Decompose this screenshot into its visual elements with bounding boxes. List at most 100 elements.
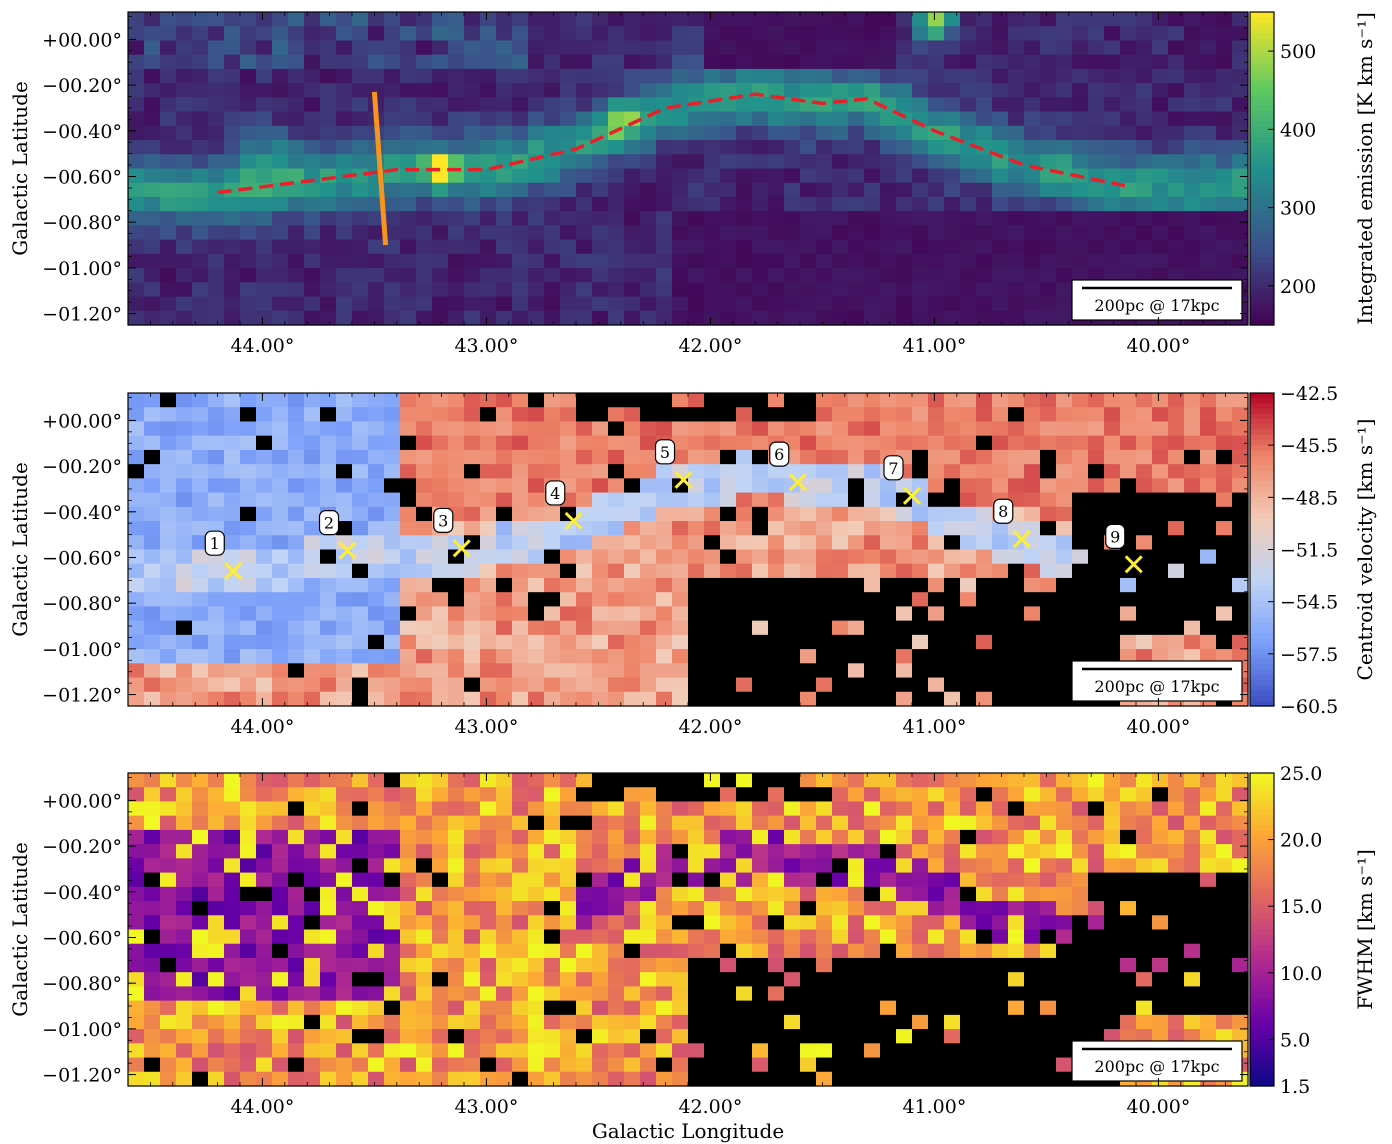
heatmap-cell — [1136, 986, 1153, 1002]
heatmap-cell — [528, 506, 545, 522]
heatmap-cell — [640, 620, 657, 636]
colorbar-segment — [1250, 413, 1274, 420]
heatmap-cell — [784, 111, 801, 127]
heatmap-cell — [384, 829, 401, 845]
heatmap-cell — [528, 40, 545, 56]
heatmap-cell — [576, 211, 593, 227]
heatmap-cell — [144, 168, 161, 184]
heatmap-cell — [1232, 196, 1249, 212]
heatmap-cell — [592, 1014, 609, 1030]
heatmap-cell — [1088, 40, 1105, 56]
heatmap-cell — [672, 182, 689, 198]
heatmap-cell — [864, 549, 881, 565]
heatmap-cell — [768, 986, 785, 1002]
heatmap-cell — [384, 801, 401, 817]
heatmap-cell — [752, 773, 769, 788]
heatmap-cell — [768, 196, 785, 212]
heatmap-cell — [688, 68, 705, 84]
heatmap-cell — [656, 549, 673, 565]
heatmap-cell — [512, 26, 529, 42]
heatmap-cell — [160, 535, 177, 551]
heatmap-cell — [352, 182, 369, 198]
heatmap-cell — [416, 872, 433, 888]
heatmap-cell — [704, 310, 721, 326]
heatmap-cell — [208, 606, 225, 622]
heatmap-cell — [928, 801, 945, 817]
heatmap-cell — [176, 196, 193, 212]
heatmap-cell — [1024, 886, 1041, 902]
heatmap-cell — [256, 407, 273, 423]
heatmap-cell — [704, 986, 721, 1002]
heatmap-cell — [272, 677, 289, 693]
heatmap-cell — [320, 125, 337, 141]
heatmap-cell — [448, 844, 465, 859]
heatmap-cell — [640, 393, 657, 408]
heatmap-cell — [528, 549, 545, 565]
heatmap-cell — [160, 310, 177, 326]
heatmap-cell — [256, 521, 273, 536]
heatmap-cell — [752, 140, 769, 155]
heatmap-cell — [400, 154, 417, 170]
heatmap-cell — [1056, 844, 1073, 859]
heatmap-cell — [128, 464, 145, 479]
heatmap-cell — [608, 211, 625, 227]
heatmap-cell — [608, 449, 625, 465]
heatmap-cell — [784, 787, 801, 803]
heatmap-cell — [1136, 125, 1153, 141]
heatmap-cell — [384, 592, 401, 608]
heatmap-cell — [752, 886, 769, 902]
heatmap-cell — [928, 829, 945, 845]
heatmap-cell — [432, 421, 449, 437]
heatmap-cell — [160, 563, 177, 579]
heatmap-cell — [352, 886, 369, 902]
heatmap-cell — [1056, 478, 1073, 494]
heatmap-cell — [1152, 421, 1169, 437]
heatmap-cell — [288, 535, 305, 551]
heatmap-cell — [880, 268, 897, 283]
heatmap-cell — [1024, 801, 1041, 817]
heatmap-cell — [208, 957, 225, 973]
heatmap-cell — [288, 901, 305, 916]
heatmap-cell — [384, 815, 401, 831]
colorbar-segment — [1250, 147, 1274, 154]
heatmap-cell — [432, 211, 449, 227]
heatmap-cell — [592, 915, 609, 931]
heatmap-cell — [736, 182, 753, 198]
heatmap-cell — [1120, 1014, 1137, 1030]
heatmap-cell — [1152, 26, 1169, 42]
heatmap-cell — [1104, 168, 1121, 184]
heatmap-cell — [1184, 449, 1201, 465]
heatmap-cell — [1232, 506, 1249, 522]
heatmap-cell — [368, 649, 385, 664]
heatmap-cell — [672, 54, 689, 70]
heatmap-cell — [384, 577, 401, 593]
heatmap-cell — [1088, 1029, 1105, 1044]
colorbar-segment — [1250, 424, 1274, 431]
heatmap-cell — [816, 310, 833, 326]
heatmap-cell — [800, 449, 817, 465]
heatmap-cell — [560, 577, 577, 593]
heatmap-cell — [864, 815, 881, 831]
heatmap-cell — [416, 196, 433, 212]
heatmap-cell — [288, 68, 305, 84]
heatmap-cell — [672, 606, 689, 622]
heatmap-cell — [608, 154, 625, 170]
heatmap-cell — [768, 649, 785, 664]
heatmap-cell — [1152, 563, 1169, 579]
heatmap-cell — [816, 225, 833, 241]
heatmap-cell — [944, 1000, 961, 1016]
heatmap-cell — [960, 435, 977, 451]
heatmap-cell — [480, 986, 497, 1002]
heatmap-cell — [416, 407, 433, 423]
heatmap-cell — [976, 282, 993, 298]
heatmap-cell — [1008, 915, 1025, 931]
heatmap-cell — [1040, 506, 1057, 522]
heatmap-cell — [400, 40, 417, 56]
heatmap-cell — [320, 225, 337, 241]
heatmap-cell — [576, 915, 593, 931]
heatmap-cell — [1232, 182, 1249, 198]
heatmap-cell — [848, 901, 865, 916]
heatmap-cell — [160, 393, 177, 408]
heatmap-cell — [736, 929, 753, 945]
heatmap-cell — [592, 211, 609, 227]
